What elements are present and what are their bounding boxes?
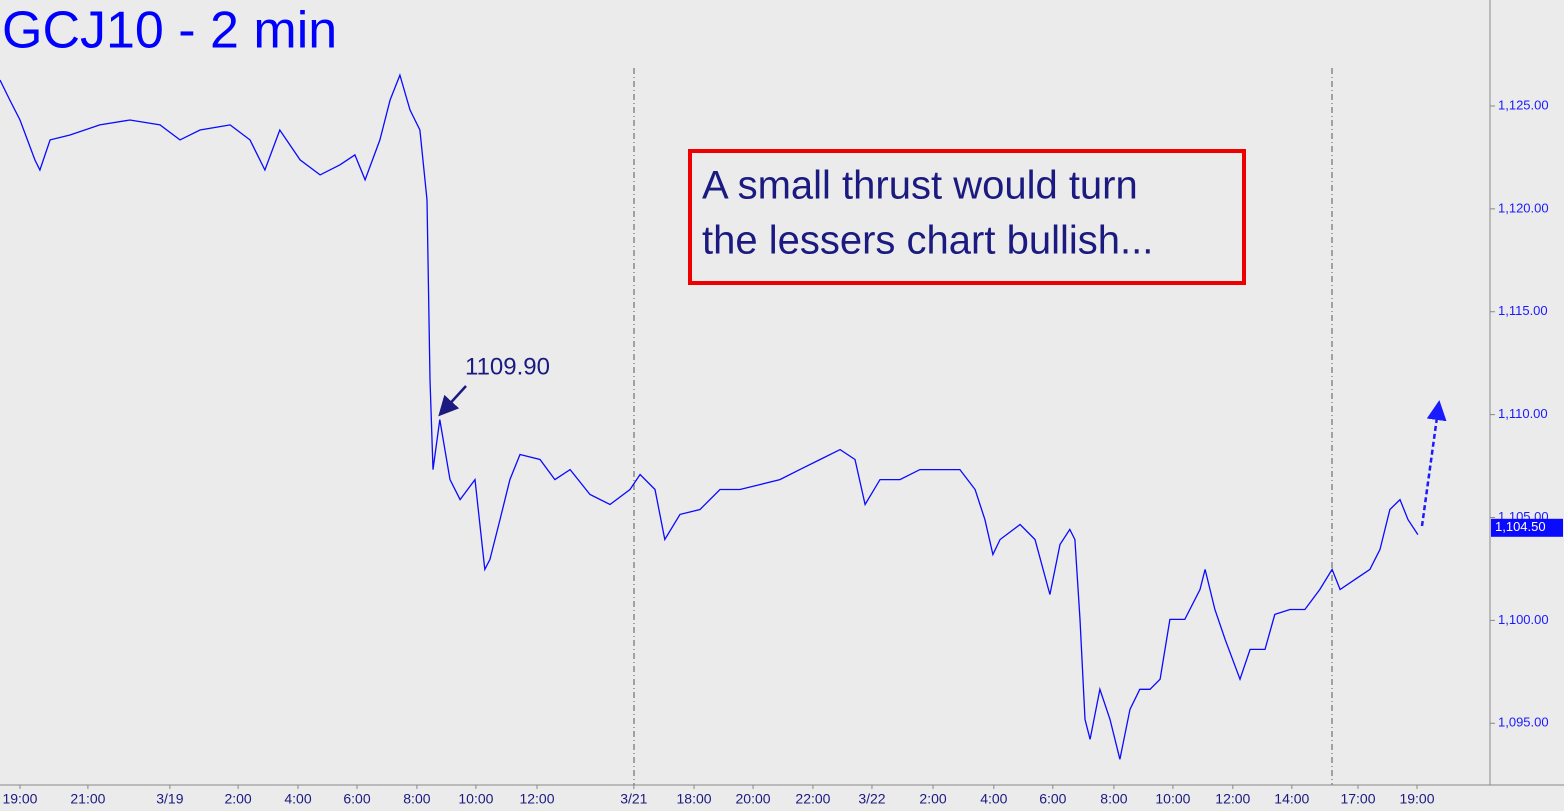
- x-tick-label: 18:00: [677, 791, 712, 807]
- x-tick-label: 21:00: [70, 791, 105, 807]
- y-tick-label: 1,120.00: [1498, 200, 1549, 215]
- price-note: 1109.90: [465, 353, 550, 380]
- note-arrow: [438, 385, 467, 417]
- x-tick-label: 4:00: [980, 791, 1007, 807]
- y-tick-label: 1,110.00: [1498, 406, 1548, 421]
- x-tick-label: 14:00: [1274, 791, 1309, 807]
- x-tick-label: 6:00: [1039, 791, 1066, 807]
- x-tick-label: 12:00: [1215, 791, 1250, 807]
- x-tick-label: 3/22: [858, 791, 885, 807]
- x-tick-label: 10:00: [458, 791, 493, 807]
- y-tick-label: 1,100.00: [1498, 612, 1549, 627]
- x-tick-label: 19:00: [1399, 791, 1434, 807]
- callout-box: [688, 149, 1246, 285]
- x-tick-label: 19:00: [2, 791, 37, 807]
- y-tick-label: 1,095.00: [1498, 715, 1549, 730]
- y-tick-label: 1,115.00: [1498, 303, 1548, 318]
- x-tick-label: 2:00: [919, 791, 946, 807]
- projection-arrow: [1420, 400, 1447, 527]
- chart-title: GCJ10 - 2 min: [2, 2, 337, 60]
- price-line: [0, 73, 1419, 760]
- last-price-box: [1491, 518, 1563, 537]
- x-tick-label: 10:00: [1155, 791, 1190, 807]
- y-tick-label: 1,125.00: [1498, 97, 1549, 112]
- x-tick-label: 2:00: [224, 791, 251, 807]
- x-tick-label: 3/19: [156, 791, 183, 807]
- x-tick-label: 3/21: [620, 791, 647, 807]
- x-tick-label: 4:00: [284, 791, 311, 807]
- x-tick-label: 20:00: [736, 791, 771, 807]
- x-tick-label: 6:00: [343, 791, 370, 807]
- x-tick-label: 17:00: [1340, 791, 1375, 807]
- x-tick-label: 8:00: [1100, 791, 1127, 807]
- x-tick-label: 8:00: [403, 791, 430, 807]
- last-price-label: 1,104.50: [1495, 519, 1546, 534]
- x-tick-label: 12:00: [519, 791, 554, 807]
- callout-line: the lessers chart bullish...: [702, 219, 1153, 263]
- x-tick-label: 22:00: [795, 791, 830, 807]
- callout-line: A small thrust would turn: [702, 164, 1138, 208]
